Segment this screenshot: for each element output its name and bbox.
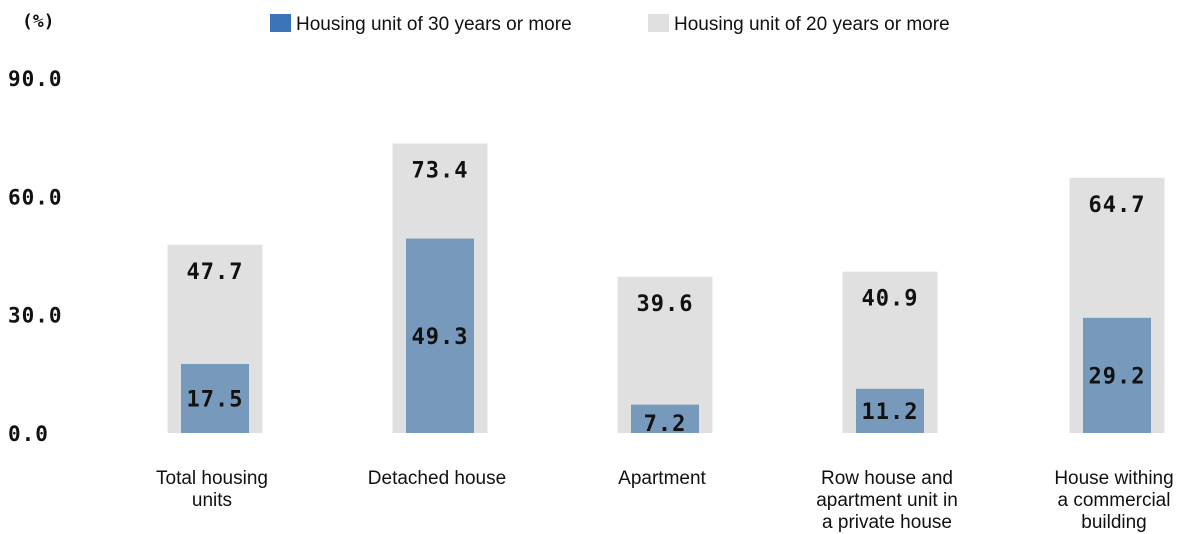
y-tick-label: 30.0 xyxy=(8,304,63,328)
y-axis-unit-label: (%) xyxy=(22,11,55,32)
legend: Housing unit of 30 years or more Housing… xyxy=(270,14,950,35)
y-tick-label: 60.0 xyxy=(8,185,63,209)
x-category-label: Total housing xyxy=(156,468,268,489)
x-category-label: Row house and xyxy=(821,468,953,489)
data-label-20-years: 47.7 xyxy=(187,260,244,285)
bar-30-years xyxy=(1083,317,1151,433)
data-label-20-years: 40.9 xyxy=(862,287,919,312)
data-label-30-years: 7.2 xyxy=(644,412,687,437)
data-label-30-years: 29.2 xyxy=(1089,364,1146,389)
x-category-label: a commercial xyxy=(1058,490,1171,511)
data-label-20-years: 64.7 xyxy=(1089,193,1146,218)
data-labels: 47.7 17.5 73.4 49.3 39.6 7.2 40.9 11.2 64.7 29.2 xyxy=(187,158,1146,437)
x-category-label: units xyxy=(192,490,232,511)
x-category-label: a private house xyxy=(822,512,952,533)
bar-30-years xyxy=(406,238,474,433)
y-tick-label: 0.0 xyxy=(8,422,49,446)
x-category-label: House withing xyxy=(1054,468,1173,489)
x-category-label: building xyxy=(1081,512,1147,533)
bar-30-years xyxy=(631,404,699,433)
y-tick-label: 90.0 xyxy=(8,67,63,91)
bar-30-years xyxy=(856,388,924,433)
bars-30-years xyxy=(181,238,1151,433)
x-category-label: apartment unit in xyxy=(816,490,958,511)
bar-30-years xyxy=(181,363,249,433)
bars-20-years xyxy=(167,143,1165,433)
legend-swatch-20-years xyxy=(648,14,669,32)
data-label-30-years: 49.3 xyxy=(412,325,469,350)
x-category-label: Detached house xyxy=(368,468,506,489)
data-label-30-years: 17.5 xyxy=(187,387,244,412)
x-category-label: Apartment xyxy=(618,468,706,489)
y-axis: 0.0 30.0 60.0 90.0 xyxy=(8,67,63,446)
legend-label-20-years: Housing unit of 20 years or more xyxy=(674,14,950,35)
legend-label-30-years: Housing unit of 30 years or more xyxy=(296,14,572,35)
legend-swatch-30-years xyxy=(270,14,291,32)
data-label-20-years: 73.4 xyxy=(412,158,469,183)
data-label-20-years: 39.6 xyxy=(637,292,694,317)
data-label-30-years: 11.2 xyxy=(862,400,919,425)
